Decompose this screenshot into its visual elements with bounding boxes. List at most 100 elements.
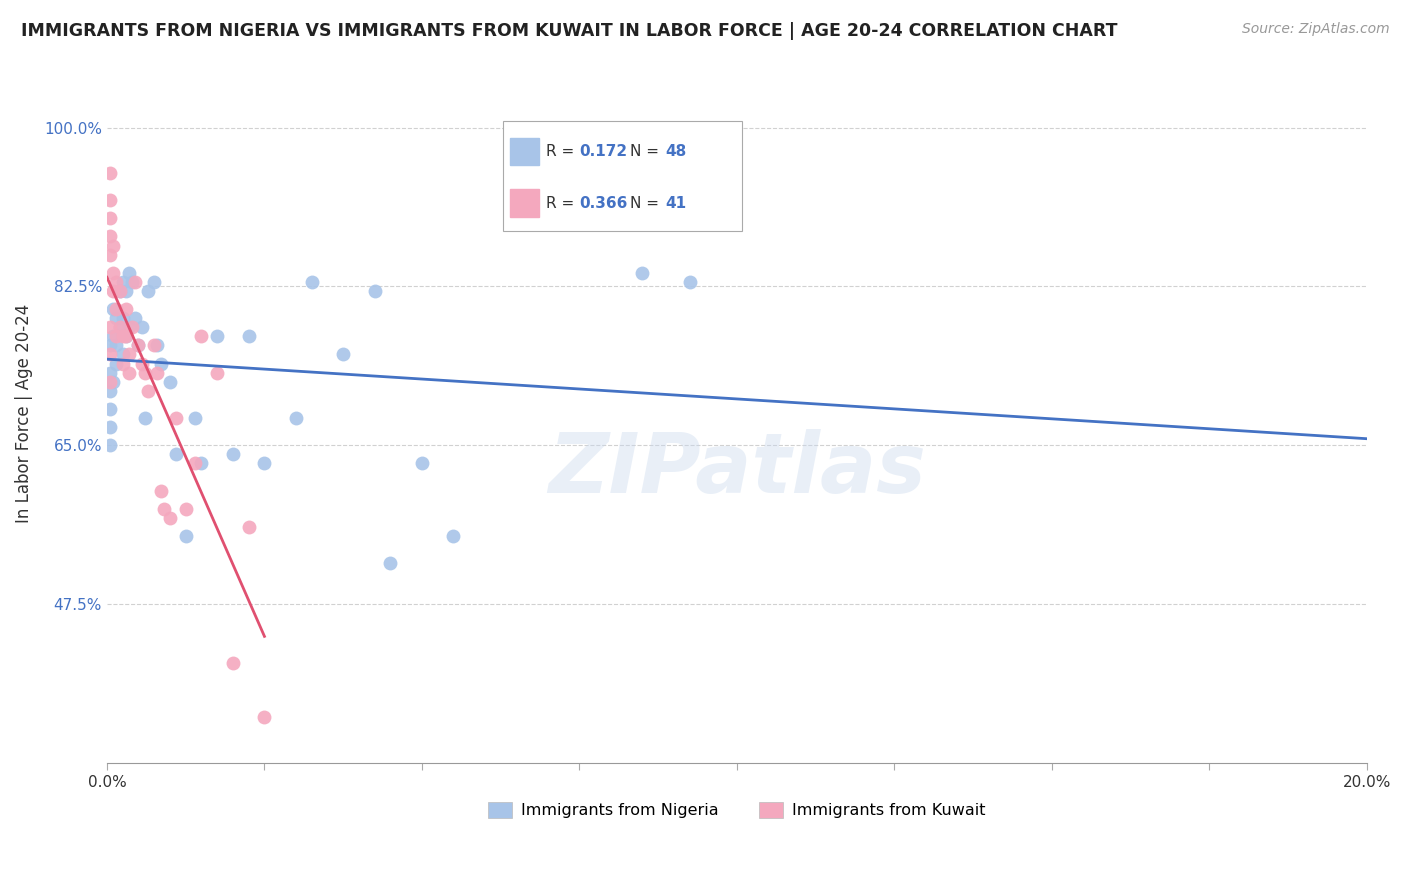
Point: [124, 311, 146, 326]
Point: [98, 375, 121, 389]
Point: [165, 447, 187, 461]
Text: Source: ZipAtlas.com: Source: ZipAtlas.com: [1241, 22, 1389, 37]
Point: [103, 375, 125, 389]
Point: [118, 320, 141, 334]
Point: [136, 284, 159, 298]
Point: [98, 401, 121, 416]
Point: [238, 520, 260, 534]
Point: [111, 275, 134, 289]
Bar: [510, 189, 538, 217]
Point: [103, 301, 125, 316]
Text: 0.172: 0.172: [579, 144, 627, 159]
Point: [108, 320, 131, 334]
Point: [136, 384, 159, 398]
Point: [174, 529, 197, 543]
Point: [159, 510, 181, 524]
Point: [105, 357, 128, 371]
Point: [121, 275, 143, 289]
Point: [115, 329, 138, 343]
Point: [103, 329, 125, 343]
Point: [98, 338, 121, 352]
Point: [98, 229, 121, 244]
Point: [115, 301, 138, 316]
Point: [108, 284, 131, 298]
Point: [190, 329, 212, 343]
Point: [190, 456, 212, 470]
Point: [118, 266, 141, 280]
Point: [679, 275, 702, 289]
Point: [134, 366, 156, 380]
Point: [103, 266, 125, 280]
Point: [127, 338, 149, 352]
Point: [253, 456, 276, 470]
Point: [105, 311, 128, 326]
Point: [103, 238, 125, 252]
Point: [184, 411, 207, 425]
Point: [111, 329, 134, 343]
Point: [146, 366, 169, 380]
Point: [118, 366, 141, 380]
Point: [332, 347, 354, 361]
Point: [380, 556, 402, 570]
Point: [253, 710, 276, 724]
Point: [115, 284, 138, 298]
Point: [108, 320, 131, 334]
FancyBboxPatch shape: [503, 120, 742, 231]
Point: [159, 375, 181, 389]
Point: [98, 193, 121, 207]
Point: [222, 656, 245, 670]
Point: [363, 284, 385, 298]
Point: [98, 420, 121, 434]
Point: [115, 329, 138, 343]
Point: [143, 275, 166, 289]
Point: [184, 456, 207, 470]
Point: [121, 320, 143, 334]
Point: [238, 329, 260, 343]
Point: [98, 366, 121, 380]
Text: ZIPatlas: ZIPatlas: [548, 429, 925, 510]
Point: [631, 266, 654, 280]
Y-axis label: In Labor Force | Age 20-24: In Labor Force | Age 20-24: [15, 304, 32, 523]
Point: [111, 311, 134, 326]
Text: N =: N =: [630, 144, 664, 159]
Point: [105, 301, 128, 316]
Point: [98, 384, 121, 398]
Point: [301, 275, 323, 289]
Point: [149, 357, 172, 371]
Text: R =: R =: [546, 144, 579, 159]
Text: N =: N =: [630, 195, 664, 211]
Point: [222, 447, 245, 461]
Legend: Immigrants from Nigeria, Immigrants from Kuwait: Immigrants from Nigeria, Immigrants from…: [481, 796, 993, 825]
Text: 41: 41: [665, 195, 686, 211]
Point: [98, 438, 121, 452]
Point: [205, 366, 228, 380]
Point: [111, 347, 134, 361]
Text: 0.366: 0.366: [579, 195, 627, 211]
Point: [165, 411, 187, 425]
Point: [105, 338, 128, 352]
Bar: [510, 137, 538, 165]
Text: R =: R =: [546, 195, 579, 211]
Point: [441, 529, 464, 543]
Point: [411, 456, 433, 470]
Point: [131, 357, 153, 371]
Point: [98, 166, 121, 180]
Point: [98, 247, 121, 261]
Point: [127, 338, 149, 352]
Point: [205, 329, 228, 343]
Point: [118, 347, 141, 361]
Point: [98, 347, 121, 361]
Point: [131, 320, 153, 334]
Point: [108, 284, 131, 298]
Text: 48: 48: [665, 144, 688, 159]
Point: [146, 338, 169, 352]
Point: [103, 284, 125, 298]
Point: [174, 501, 197, 516]
Point: [105, 275, 128, 289]
Point: [152, 501, 174, 516]
Point: [143, 338, 166, 352]
Point: [149, 483, 172, 498]
Point: [124, 275, 146, 289]
Point: [111, 357, 134, 371]
Point: [134, 411, 156, 425]
